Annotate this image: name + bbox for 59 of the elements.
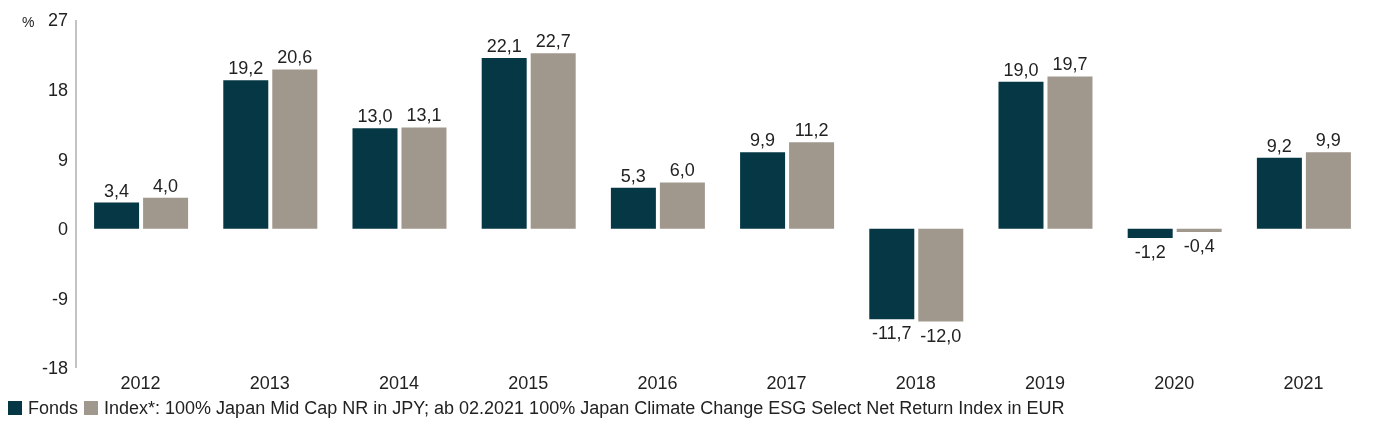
x-tick-label: 2016 <box>637 372 678 393</box>
bar <box>223 80 269 229</box>
bar <box>918 228 964 322</box>
data-label: 6,0 <box>669 160 695 181</box>
legend-label: Index*: 100% Japan Mid Cap NR in JPY; ab 02.2021 100% Japan Climate Change ESG Select Net Return Index in EUR <box>104 398 1065 418</box>
data-label: 13,1 <box>406 105 442 126</box>
data-label: 19,7 <box>1052 54 1088 75</box>
x-tick-label: 2018 <box>895 372 936 393</box>
bar <box>1176 228 1222 232</box>
y-axis-title: % <box>22 14 35 30</box>
x-tick-label: 2014 <box>378 372 420 393</box>
data-label: 9,2 <box>1266 135 1292 156</box>
y-tick-label: -18 <box>41 358 68 379</box>
bar <box>1305 152 1351 229</box>
y-tick-label: 18 <box>47 79 68 100</box>
data-label: 11,2 <box>794 120 829 141</box>
bar <box>143 197 189 229</box>
data-label: 19,2 <box>228 58 264 79</box>
x-tick-label: 2021 <box>1283 372 1324 393</box>
y-tick-label: 9 <box>57 149 68 170</box>
bar <box>1047 76 1093 229</box>
y-tick-label: 27 <box>47 10 68 31</box>
x-tick-label: 2015 <box>508 372 549 393</box>
data-label: 9,9 <box>1315 130 1341 151</box>
data-label: 20,6 <box>277 47 313 68</box>
data-label: 19,0 <box>1003 59 1039 80</box>
x-tick-label: 2012 <box>120 372 161 393</box>
data-label: -0,4 <box>1183 235 1215 256</box>
x-tick-label: 2013 <box>249 372 290 393</box>
data-label: 22,7 <box>535 31 571 52</box>
data-label: 5,3 <box>620 165 646 186</box>
data-label: 9,9 <box>750 130 776 151</box>
bar <box>530 53 576 229</box>
bar <box>1256 157 1302 229</box>
data-label: -11,7 <box>871 323 912 344</box>
data-label: 22,1 <box>486 35 522 56</box>
x-tick-label: 2020 <box>1154 372 1195 393</box>
bar <box>481 57 527 229</box>
bar <box>401 127 447 229</box>
data-label: 13,0 <box>357 106 393 127</box>
data-label: -12,0 <box>920 325 962 346</box>
bar <box>610 187 656 229</box>
bar <box>1127 228 1173 239</box>
legend-label: Fonds <box>28 398 79 418</box>
bar <box>352 128 398 229</box>
x-tick-label: 2019 <box>1024 372 1066 393</box>
y-tick-label: 0 <box>57 219 68 240</box>
bar <box>998 81 1044 229</box>
y-tick-label: -9 <box>51 288 68 309</box>
data-label: 3,4 <box>104 180 130 201</box>
bar <box>94 202 140 229</box>
bar <box>659 182 705 229</box>
data-label: 4,0 <box>153 175 179 196</box>
x-tick-label: 2017 <box>766 372 807 393</box>
bar <box>869 228 915 320</box>
bar <box>740 152 786 229</box>
bar <box>789 142 835 229</box>
data-label: -1,2 <box>1134 242 1166 263</box>
bar <box>272 69 318 229</box>
